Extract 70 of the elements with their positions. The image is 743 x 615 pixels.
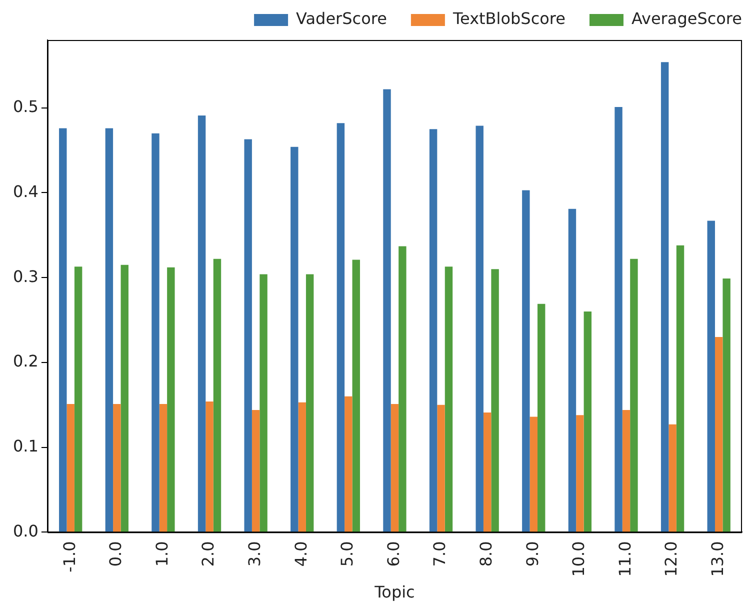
x-tick-label: 13.0 — [708, 541, 728, 577]
y-tick-label: 0.0 — [12, 521, 38, 540]
bar — [167, 267, 175, 532]
y-tick-label: 0.3 — [12, 266, 38, 286]
bar — [614, 107, 622, 532]
bar — [707, 220, 715, 532]
bar — [383, 89, 391, 532]
bar — [105, 128, 114, 532]
bar — [213, 258, 222, 532]
bar — [198, 116, 206, 532]
bar — [66, 404, 74, 532]
bar — [59, 128, 67, 532]
bar — [668, 424, 676, 532]
bar — [306, 274, 314, 532]
y-tick-label: 0.2 — [12, 352, 38, 371]
legend-label: AverageScore — [631, 9, 742, 28]
bar — [429, 129, 438, 532]
bar — [252, 410, 260, 532]
bar — [576, 415, 584, 532]
x-tick-label: 4.0 — [291, 541, 310, 567]
x-axis-title: Topic — [374, 582, 415, 602]
x-tick-label: 8.0 — [476, 541, 496, 567]
bar — [660, 62, 669, 532]
bar — [159, 404, 168, 532]
bar — [206, 401, 214, 532]
bar — [537, 304, 546, 532]
x-tick-label: 9.0 — [522, 541, 542, 567]
x-tick-label: 2.0 — [198, 541, 218, 567]
bar — [476, 126, 484, 532]
x-tick-label: 3.0 — [244, 541, 264, 567]
bar — [336, 123, 345, 532]
bar — [584, 312, 592, 532]
x-tick-label: 7.0 — [430, 541, 450, 567]
bar — [352, 260, 360, 532]
bar — [260, 274, 268, 532]
bar — [120, 264, 128, 532]
y-tick-label: 0.4 — [12, 182, 38, 201]
bar — [152, 133, 160, 532]
x-tick-label: 10.0 — [569, 541, 588, 577]
y-tick-label: 0.1 — [12, 436, 38, 456]
x-tick-label: 0.0 — [106, 541, 126, 567]
bar — [398, 246, 406, 532]
x-tick-label: 11.0 — [615, 541, 634, 577]
bar — [483, 412, 492, 532]
legend-label: VaderScore — [296, 9, 387, 28]
bar — [298, 402, 306, 532]
x-tick-label: 6.0 — [384, 541, 403, 567]
bar — [530, 416, 538, 532]
bar — [437, 404, 445, 532]
bar — [568, 208, 576, 532]
bar — [344, 396, 352, 532]
bar — [630, 258, 638, 532]
x-tick-label: 1.0 — [152, 541, 172, 567]
bar — [714, 337, 723, 532]
x-tick-label: -1.0 — [60, 541, 79, 572]
bar — [522, 190, 530, 532]
bar — [244, 139, 252, 532]
bar — [290, 146, 298, 532]
bar — [722, 278, 730, 532]
bar — [390, 404, 399, 532]
bar — [74, 266, 82, 532]
bar — [113, 404, 121, 532]
bar — [676, 245, 684, 532]
bar — [444, 266, 453, 532]
legend-label: TextBlobScore — [452, 9, 566, 28]
y-tick-label: 0.5 — [12, 97, 38, 116]
bar — [491, 269, 499, 532]
x-tick-label: 5.0 — [338, 541, 357, 567]
bar — [622, 410, 630, 532]
x-tick-label: 12.0 — [662, 541, 681, 577]
